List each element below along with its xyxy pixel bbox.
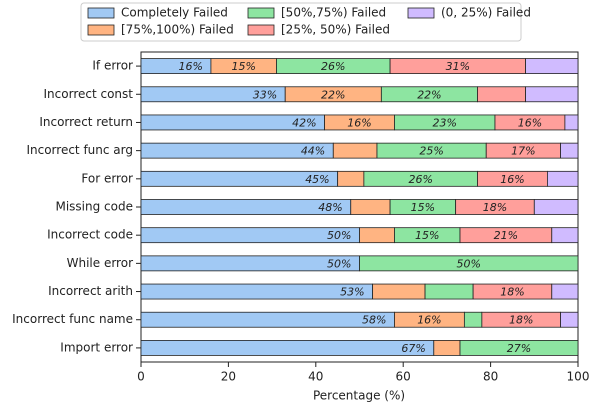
legend-label: Completely Failed: [121, 6, 228, 20]
bar-segment: [525, 58, 579, 74]
y-tick-label: Incorrect arith: [48, 284, 133, 298]
value-label: 53%: [340, 286, 364, 299]
bar-segment: [140, 340, 435, 356]
bar-segment: [359, 227, 395, 244]
value-label: 21%: [494, 229, 518, 242]
value-label: 15%: [411, 201, 435, 214]
bar-segment: [533, 199, 579, 215]
bar-segment: [547, 170, 579, 187]
value-label: 18%: [483, 201, 507, 214]
legend-swatch: [247, 24, 275, 36]
value-label: 16%: [417, 314, 441, 327]
value-label: 31%: [446, 60, 470, 73]
value-label: 22%: [417, 88, 441, 101]
value-label: 26%: [321, 60, 345, 73]
legend-swatch: [87, 7, 115, 19]
value-label: 45%: [305, 173, 329, 186]
bar-segment: [359, 255, 579, 272]
bar-segment: [140, 283, 374, 300]
y-tick-label: Incorrect code: [47, 228, 133, 242]
value-label: 15%: [231, 60, 255, 73]
bar-segment: [551, 227, 579, 244]
legend-swatch: [407, 7, 435, 19]
bar-segment: [477, 86, 526, 103]
legend-label: [25%, 50%) Failed: [281, 23, 390, 37]
value-label: 42%: [292, 116, 316, 129]
x-tick-label: 100: [567, 370, 590, 384]
bar-segment: [140, 311, 395, 328]
bar-segment: [372, 283, 426, 300]
value-label: 17%: [511, 145, 535, 158]
legend-label: [50%,75%) Failed: [281, 6, 386, 20]
x-tick-label: 20: [221, 370, 236, 384]
bar-segment: [350, 199, 391, 215]
value-label: 44%: [301, 145, 325, 158]
legend-label: [75%,100%) Failed: [121, 23, 234, 37]
bar-segment: [551, 283, 579, 300]
bar-segment: [463, 311, 483, 328]
value-label: 16%: [347, 116, 371, 129]
y-tick-label: Missing code: [55, 200, 133, 214]
value-label: 25%: [419, 145, 443, 158]
x-axis-label: Percentage (%): [313, 389, 405, 403]
value-label: 26%: [408, 173, 432, 186]
y-tick-label: For error: [81, 171, 133, 185]
y-tick-label: While error: [67, 256, 133, 270]
value-label: 50%: [457, 257, 481, 270]
value-label: 22%: [321, 88, 345, 101]
y-tick-label: Import error: [60, 340, 133, 354]
x-tick-label: 80: [483, 370, 498, 384]
value-label: 50%: [327, 257, 351, 270]
bar-segment: [459, 340, 579, 356]
bar-segment: [337, 170, 365, 187]
bar-segment: [560, 142, 579, 159]
x-tick-label: 40: [308, 370, 323, 384]
value-label: 67%: [401, 342, 425, 355]
legend-label: (0, 25%) Failed: [441, 6, 531, 20]
value-label: 16%: [178, 60, 202, 73]
bar-segment: [564, 114, 579, 131]
y-tick-label: Incorrect func arg: [26, 143, 133, 157]
x-tick-label: 0: [137, 370, 145, 384]
legend-swatch: [247, 7, 275, 19]
bar-segment: [332, 142, 378, 159]
x-tick-label: 60: [396, 370, 411, 384]
legend-swatch: [87, 24, 115, 36]
value-label: 16%: [500, 173, 524, 186]
value-label: 48%: [318, 201, 342, 214]
bar-segment: [433, 340, 461, 356]
bar-segment: [560, 311, 579, 328]
value-label: 18%: [500, 286, 524, 299]
value-label: 27%: [507, 342, 531, 355]
value-label: 23%: [432, 116, 456, 129]
bar-segment: [525, 86, 579, 103]
value-label: 15%: [415, 229, 439, 242]
value-label: 58%: [362, 314, 386, 327]
y-tick-label: Incorrect const: [44, 87, 134, 101]
y-tick-label: If error: [92, 59, 133, 73]
y-tick-label: Incorrect func name: [12, 312, 133, 326]
value-label: 16%: [518, 116, 542, 129]
y-tick-label: Incorrect return: [39, 115, 133, 129]
bar-segment: [424, 283, 474, 300]
value-label: 50%: [327, 229, 351, 242]
value-label: 33%: [253, 88, 277, 101]
value-label: 18%: [509, 314, 533, 327]
